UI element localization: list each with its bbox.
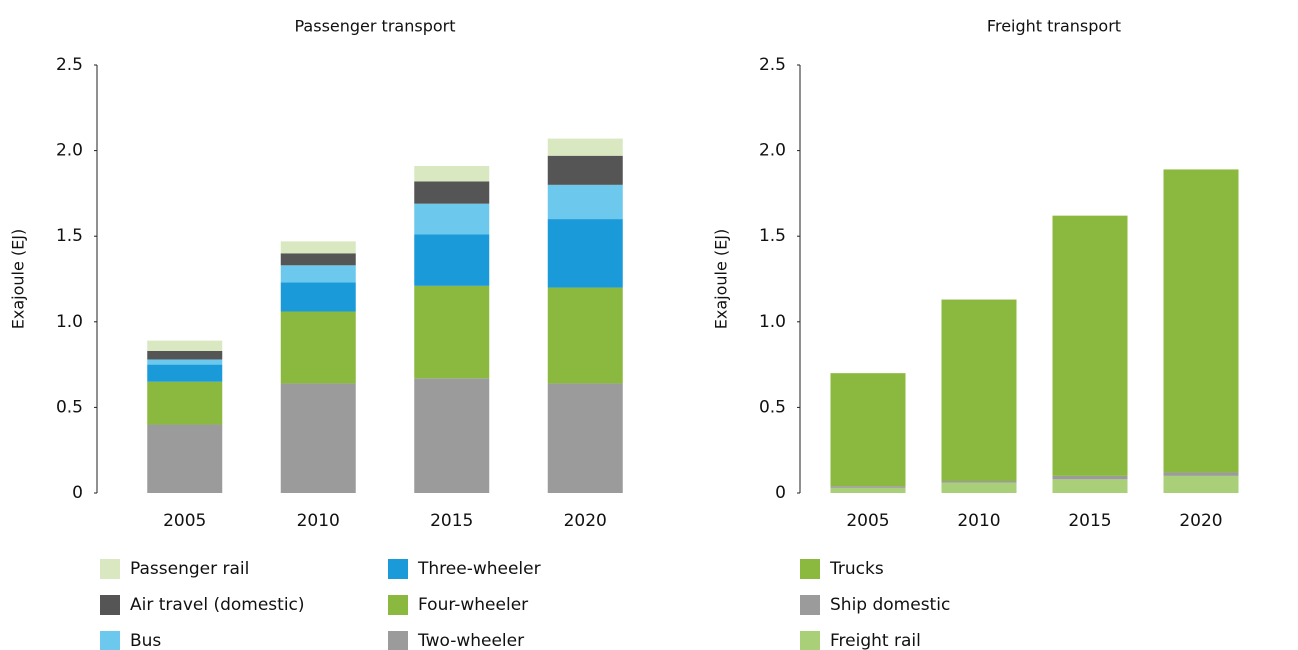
x-tick-label: 2020 [1179,511,1222,531]
legend-swatch [800,631,820,650]
bar-segment [941,299,1017,482]
legend-swatch [388,595,408,615]
bar-segment [1052,215,1128,476]
x-tick-label: 2010 [957,511,1000,531]
legend-swatch [100,595,120,615]
bar-segment [1163,169,1239,473]
y-axis-label: Exajoule (EJ) [9,229,28,329]
x-tick-label: 2020 [564,511,607,531]
y-tick-label: 2.5 [56,55,83,75]
y-tick-label: 0 [72,483,83,503]
legend-swatch [800,559,820,579]
legend-label: Freight rail [830,631,921,650]
bar-segment [414,181,490,204]
bar-segment [280,282,356,312]
bar-segment [1163,472,1239,476]
legend-label: Bus [130,631,161,650]
x-tick-label: 2010 [297,511,340,531]
bar-segment [414,234,490,286]
bar-segment [280,253,356,266]
x-tick-label: 2005 [163,511,206,531]
y-tick-label: 1.5 [56,226,83,246]
legend-label: Three-wheeler [417,559,541,579]
y-tick-label: 1.5 [759,226,786,246]
bar-segment [147,424,223,493]
bar-segment [547,155,623,185]
legend-swatch [388,631,408,650]
bar-segment [414,378,490,493]
y-tick-label: 2.0 [56,141,83,161]
x-tick-label: 2015 [430,511,473,531]
bar-segment [280,311,356,384]
bar-segment [1052,475,1128,480]
bar-segment [147,350,223,360]
bar-segment [280,265,356,283]
y-tick-label: 2.5 [759,55,786,75]
bar-segment [280,241,356,254]
bar-segment [1163,475,1239,493]
legend-label: Passenger rail [130,559,249,579]
y-axis-label: Exajoule (EJ) [712,229,731,329]
bar-segment [414,203,490,235]
bar-segment [547,138,623,156]
bar-segment [147,364,223,382]
legend-swatch [100,559,120,579]
bar-segment [414,166,490,182]
y-tick-label: 0.5 [759,397,786,417]
bar-segment [547,184,623,220]
bar-segment [830,373,906,487]
chart-title: Freight transport [987,17,1121,36]
y-tick-label: 0 [775,483,786,503]
bar-segment [830,487,906,493]
legend-label: Ship domestic [830,595,950,615]
legend-label: Four-wheeler [418,595,528,615]
y-tick-label: 0.5 [56,397,83,417]
bar-segment [830,486,906,488]
bar-segment [547,383,623,493]
bar-segment [547,287,623,384]
bar-segment [547,219,623,288]
y-tick-label: 1.0 [56,312,83,332]
bar-segment [280,383,356,493]
legend-label: Trucks [829,559,884,579]
y-tick-label: 1.0 [759,312,786,332]
legend-label: Two-wheeler [417,631,524,650]
bar-segment [941,482,1017,493]
bar-segment [414,285,490,379]
bar-segment [147,381,223,425]
bar-segment [147,359,223,365]
bar-segment [1052,479,1128,493]
legend-swatch [100,631,120,650]
legend-swatch [388,559,408,579]
y-tick-label: 2.0 [759,141,786,161]
x-tick-label: 2005 [846,511,889,531]
chart-title: Passenger transport [295,17,456,36]
bar-segment [147,340,223,351]
x-tick-label: 2015 [1068,511,1111,531]
legend-label: Air travel (domestic) [130,595,305,615]
bar-segment [941,481,1017,483]
legend-swatch [800,595,820,615]
